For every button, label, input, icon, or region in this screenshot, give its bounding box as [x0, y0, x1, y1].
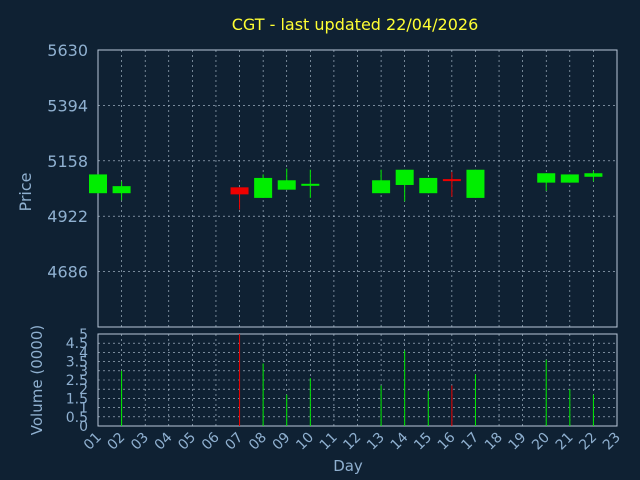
candle — [419, 177, 438, 194]
volume-tick-label: 1 — [79, 401, 88, 417]
candle-body — [537, 173, 556, 183]
volume-tick-label: 1.5 — [66, 391, 88, 407]
volume-tick-label: 5 — [79, 327, 88, 343]
candle — [560, 174, 579, 183]
chart-title: CGT - last updated 22/04/2026 — [232, 15, 479, 34]
volume-bar-series — [121, 334, 594, 426]
candle-body — [277, 180, 296, 190]
candle-body — [560, 174, 579, 183]
candle — [584, 170, 603, 182]
volume-axis-label: Volume (0000) — [28, 325, 46, 435]
price-tick-label: 4686 — [47, 263, 88, 282]
candle — [466, 169, 485, 198]
volume-y-axis: 00.511.522.533.544.55 — [66, 327, 88, 435]
volume-tick-label: 2.5 — [66, 373, 88, 389]
candle — [395, 169, 414, 202]
candle-body — [230, 187, 249, 195]
price-grid — [98, 49, 617, 327]
volume-tick-label: 2 — [79, 382, 88, 398]
candle-body — [89, 174, 107, 194]
price-tick-label: 5394 — [47, 96, 88, 115]
candle — [89, 174, 107, 194]
candle-body — [112, 186, 131, 194]
candle-body — [395, 169, 414, 185]
candle — [254, 174, 273, 198]
volume-panel-frame — [97, 333, 618, 427]
candle-body — [301, 183, 320, 186]
volume-tick-label: 0 — [79, 419, 88, 435]
price-axis-label: Price — [16, 172, 35, 211]
candlestick-series — [89, 168, 603, 210]
candle — [112, 181, 131, 201]
candle-body — [584, 173, 603, 177]
candle-body — [254, 177, 273, 198]
candle — [230, 187, 249, 210]
candle — [537, 173, 556, 191]
candle-body — [442, 179, 461, 182]
volume-tick-label: 4 — [79, 345, 88, 361]
x-axis-label: Day — [333, 457, 363, 475]
candle — [372, 169, 391, 194]
price-tick-label: 5630 — [47, 41, 88, 60]
candle — [301, 169, 320, 198]
day-x-axis: 01 02 03 04 05 06 07 08 09 10 11 12 13 14 15 16 17 18 19 20… — [81, 429, 624, 453]
price-y-axis: 4686 4922 5158 5394 5630 — [47, 41, 88, 282]
candle — [277, 168, 296, 190]
price-tick-label: 4922 — [47, 207, 88, 226]
candle — [442, 172, 461, 197]
volume-tick-label: 0.5 — [66, 410, 88, 426]
candle-body — [419, 177, 438, 194]
price-tick-label: 5158 — [47, 152, 88, 171]
volume-tick-label: 4.5 — [66, 336, 88, 352]
volume-tick-label: 3 — [79, 364, 88, 380]
volume-tick-label: 3.5 — [66, 355, 88, 371]
candle-body — [372, 180, 391, 194]
candle-body — [466, 169, 485, 198]
